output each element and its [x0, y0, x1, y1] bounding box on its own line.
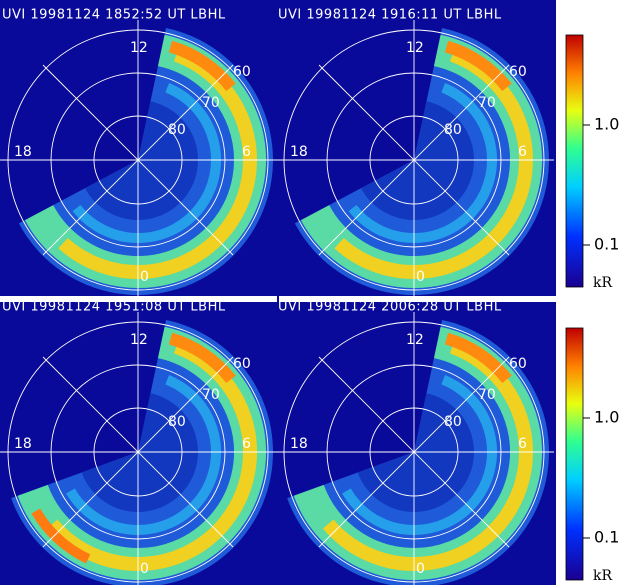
mlt-label: 0	[140, 269, 149, 285]
colorbar	[566, 35, 583, 287]
colorbar-unit: kR	[593, 568, 612, 584]
mlt-label: 18	[290, 144, 308, 160]
colorbar-tick-label: 1.0	[594, 408, 619, 427]
figure: UVI 19981124 1852:52 UT LBHL121860607080…	[0, 0, 627, 585]
mlt-label: 12	[130, 332, 148, 348]
mlt-label: 12	[406, 40, 424, 56]
lat-label: 60	[509, 356, 527, 372]
mlt-label: 18	[290, 436, 308, 452]
lat-label: 80	[168, 414, 186, 430]
panel-title: UVI 19981124 1916:11 UT LBHL	[278, 8, 502, 23]
colorbar-tick-label: 0.1	[594, 528, 619, 547]
lat-label: 70	[478, 95, 496, 111]
mlt-label: 6	[242, 436, 251, 452]
lat-label: 60	[233, 356, 251, 372]
page: {"panels": [ {"title": "UVI 19981124 185…	[0, 0, 627, 585]
colorbar	[566, 328, 583, 580]
mlt-label: 0	[416, 561, 425, 577]
lat-label: 70	[202, 95, 220, 111]
mlt-label: 18	[14, 436, 32, 452]
colorbar-tick-label: 1.0	[594, 115, 619, 134]
mlt-label: 0	[140, 561, 149, 577]
mlt-label: 6	[518, 436, 527, 452]
panel-title: UVI 19981124 1951:08 UT LBHL	[2, 300, 226, 315]
colorbar-unit: kR	[593, 275, 612, 291]
lat-label: 80	[168, 122, 186, 138]
lat-label: 60	[233, 64, 251, 80]
lat-label: 70	[202, 387, 220, 403]
mlt-label: 0	[416, 269, 425, 285]
mlt-label: 12	[130, 40, 148, 56]
lat-label: 60	[509, 64, 527, 80]
mlt-label: 6	[242, 144, 251, 160]
panel-title: UVI 19981124 1852:52 UT LBHL	[2, 8, 226, 23]
lat-label: 70	[478, 387, 496, 403]
colorbar-tick-label: 0.1	[594, 235, 619, 254]
lat-label: 80	[444, 414, 462, 430]
mlt-label: 18	[14, 144, 32, 160]
panel-title: UVI 19981124 2006:28 UT LBHL	[278, 300, 502, 315]
mlt-label: 12	[406, 332, 424, 348]
mlt-label: 6	[518, 144, 527, 160]
lat-label: 80	[444, 122, 462, 138]
